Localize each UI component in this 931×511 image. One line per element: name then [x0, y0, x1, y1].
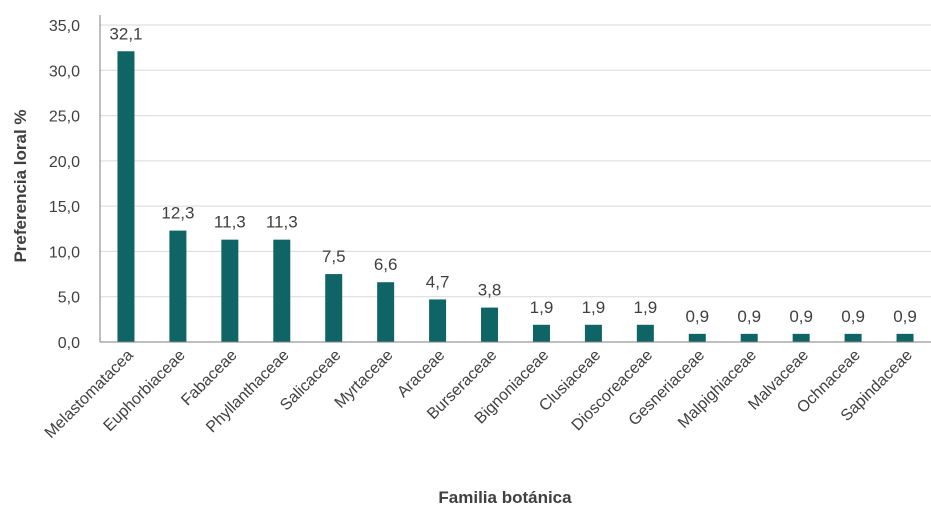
- bar: [532, 324, 550, 342]
- x-tick-label: Araceae: [394, 347, 448, 401]
- data-label: 0,9: [789, 307, 813, 326]
- y-tick-label: 20,0: [49, 154, 80, 171]
- bar: [377, 282, 395, 342]
- data-label: 32,1: [109, 24, 142, 43]
- bar: [844, 333, 862, 342]
- bar: [636, 324, 654, 342]
- data-label: 1,9: [634, 298, 658, 317]
- bar: [688, 333, 706, 342]
- data-label: 12,3: [161, 204, 194, 223]
- data-labels: 32,1 12,3 11,3 11,3 7,5 6,6 4,7 3,8 1,9 1,9 1,9 0,9…: [109, 24, 916, 326]
- data-label: 1,9: [582, 298, 606, 317]
- y-axis-title: Preferencia loral %: [11, 109, 30, 262]
- data-label: 11,3: [214, 213, 246, 232]
- data-label: 11,3: [266, 213, 298, 232]
- bar: [273, 239, 291, 342]
- data-label: 0,9: [893, 307, 917, 326]
- y-tick-label: 10,0: [49, 244, 80, 261]
- data-label: 0,9: [841, 307, 865, 326]
- data-label: 0,9: [685, 307, 709, 326]
- data-label: 3,8: [478, 281, 502, 300]
- y-tick-label: 0,0: [58, 335, 80, 352]
- bar: [169, 230, 187, 342]
- data-label: 1,9: [530, 298, 554, 317]
- bar: [429, 299, 447, 342]
- bar: [792, 333, 810, 342]
- bar: [740, 333, 758, 342]
- y-tick-label: 15,0: [49, 199, 80, 216]
- y-tick-label: 25,0: [49, 109, 80, 126]
- y-tick-label: 35,0: [49, 18, 80, 35]
- x-tick-label: Melastomatacea: [42, 347, 137, 442]
- data-label: 7,5: [322, 247, 346, 266]
- bars: [117, 51, 914, 342]
- data-label: 0,9: [737, 307, 761, 326]
- y-axis-ticks: 0,0 5,0 10,0 15,0 20,0 25,0 30,0 35,0: [49, 18, 80, 352]
- bar: [325, 274, 343, 342]
- y-tick-label: 30,0: [49, 63, 80, 80]
- bar: [584, 324, 602, 342]
- x-axis-title: Familia botánica: [438, 488, 572, 507]
- bar: [896, 333, 914, 342]
- data-label: 6,6: [374, 255, 398, 274]
- x-axis-categories: MelastomataceaEuphorbiaceaeFabaceaePhyll…: [42, 347, 916, 442]
- bar: [481, 307, 499, 342]
- grid-lines: [100, 24, 931, 298]
- y-tick-label: 5,0: [58, 290, 80, 307]
- bar: [221, 239, 239, 342]
- bar: [117, 51, 135, 342]
- data-label: 4,7: [426, 272, 450, 291]
